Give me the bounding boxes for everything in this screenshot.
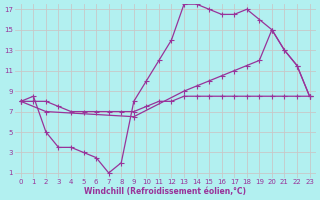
X-axis label: Windchill (Refroidissement éolien,°C): Windchill (Refroidissement éolien,°C) [84, 187, 246, 196]
